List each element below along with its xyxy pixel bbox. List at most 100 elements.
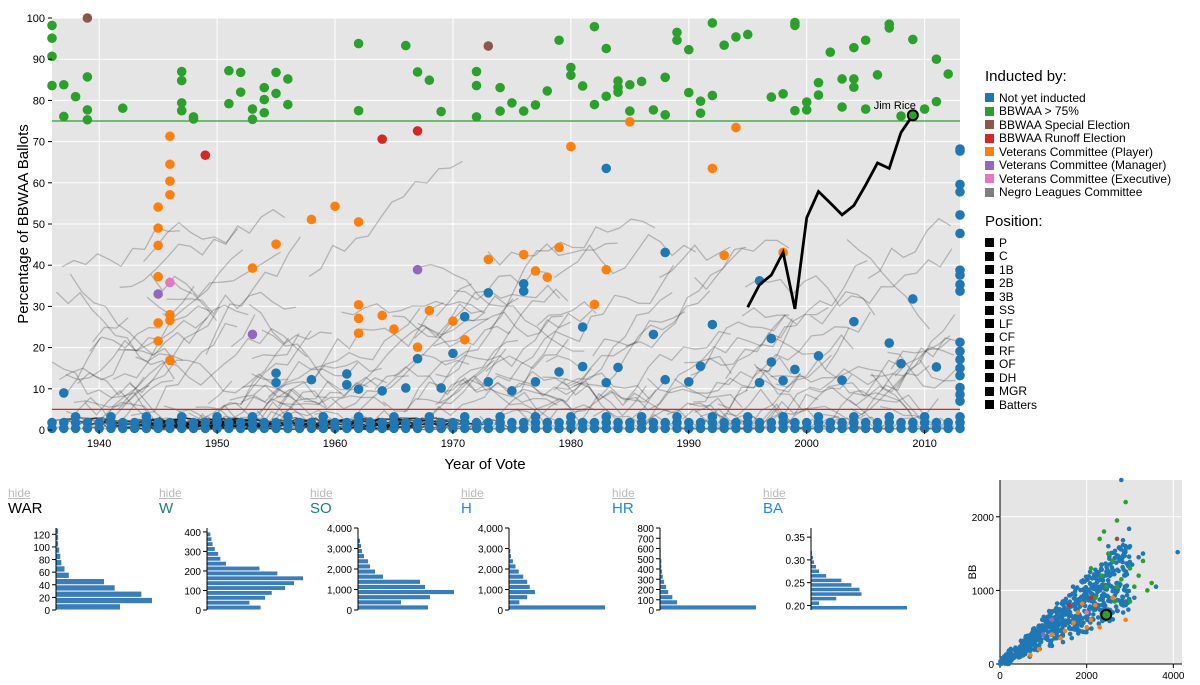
position-filter[interactable]: DH	[985, 371, 1195, 385]
x-tick-label: 1990	[677, 438, 701, 450]
scatter-point	[1088, 617, 1094, 623]
x-tick-label: 1960	[323, 438, 347, 450]
player-ballot-line	[314, 375, 409, 426]
player-point	[353, 412, 364, 422]
player-ballot-line	[228, 417, 336, 428]
player-point	[931, 417, 942, 428]
player-point	[742, 29, 753, 40]
legend-item[interactable]: Veterans Committee (Player)	[985, 145, 1195, 159]
player-point	[672, 27, 682, 38]
legend-item[interactable]: BBWAA > 75%	[985, 104, 1195, 118]
player-ballot-line	[745, 306, 829, 392]
player-point	[224, 65, 234, 76]
player-point	[283, 74, 293, 84]
legend-item[interactable]: BBWAA Runoff Election	[985, 131, 1195, 145]
legend-item[interactable]: Not yet inducted	[985, 91, 1195, 105]
position-filter[interactable]: RF	[985, 344, 1195, 358]
position-filter[interactable]: 2B	[985, 276, 1195, 290]
player-ballot-line	[435, 339, 519, 396]
position-filter[interactable]: SS	[985, 303, 1195, 317]
histogram-bar	[207, 556, 221, 561]
scatter-point	[1132, 595, 1137, 601]
legend-item[interactable]: BBWAA Special Election	[985, 118, 1195, 132]
histogram-bar	[509, 569, 519, 574]
legend-item[interactable]: Veterans Committee (Manager)	[985, 158, 1195, 172]
hide-hr-link[interactable]: hide	[612, 486, 635, 500]
player-point	[188, 417, 199, 428]
hide-ba-link[interactable]: hide	[763, 486, 786, 500]
histogram-bar	[207, 576, 303, 581]
player-ballot-line	[352, 303, 484, 394]
histogram-bar	[56, 597, 152, 604]
player-point	[683, 417, 694, 428]
player-ballot-line	[453, 284, 561, 301]
hide-h-link[interactable]: hide	[461, 486, 484, 500]
player-point	[625, 117, 635, 127]
scatter-point	[1093, 595, 1098, 601]
histogram-tick-label: 400	[637, 565, 654, 576]
scatter-point	[1041, 617, 1046, 623]
player-points[interactable]	[47, 13, 965, 434]
histogram-bar	[358, 538, 360, 543]
histogram-so: hide SO 0 1,000 2,000 3,000 4,000	[310, 486, 460, 617]
histogram-bar	[358, 595, 430, 600]
scatter-point	[1153, 584, 1159, 590]
hide-war-link[interactable]: hide	[8, 486, 31, 500]
player-ballot-line	[89, 326, 161, 352]
player-ballot-line	[880, 373, 905, 391]
position-filter[interactable]: OF	[985, 357, 1195, 371]
player-point	[153, 336, 163, 346]
player-point	[683, 376, 694, 387]
position-filter[interactable]: MGR	[985, 384, 1195, 398]
histogram-bar	[660, 605, 756, 610]
position-filter[interactable]: Batters	[985, 398, 1195, 412]
hide-so-link[interactable]: hide	[310, 486, 333, 500]
scatter-point	[1123, 617, 1128, 623]
player-point	[176, 105, 187, 116]
player-point	[695, 96, 706, 107]
player-point	[82, 72, 93, 82]
histogram-tick-label: 0	[44, 606, 50, 617]
scatter-point	[1103, 593, 1109, 598]
hide-w-link[interactable]: hide	[159, 486, 182, 500]
player-ballot-line	[563, 381, 671, 413]
player-point	[330, 201, 340, 212]
player-point	[318, 412, 329, 422]
scatter-point	[1110, 558, 1115, 564]
player-point	[577, 322, 588, 332]
player-point	[259, 107, 270, 118]
player-point	[589, 99, 600, 110]
scatter-point	[1122, 584, 1128, 589]
player-ballot-line	[276, 419, 384, 431]
legend-item[interactable]: Veterans Committee (Executive)	[985, 172, 1195, 186]
player-point	[731, 32, 741, 42]
player-point	[825, 47, 836, 57]
player-point	[353, 38, 364, 49]
player-ballot-line	[288, 417, 395, 430]
position-filter[interactable]: C	[985, 249, 1195, 263]
player-ballot-line	[382, 298, 514, 412]
histogram-bar	[56, 528, 59, 534]
scatter-point	[1140, 551, 1146, 556]
histogram-bar	[509, 564, 516, 569]
scatter-point	[1127, 599, 1133, 604]
position-filter[interactable]: CF	[985, 330, 1195, 344]
highlight-player[interactable]: Jim Rice	[746, 100, 919, 310]
scatter-point	[1054, 635, 1059, 641]
player-point	[247, 263, 258, 273]
player-ballot-line	[519, 264, 675, 393]
scatter-point	[1012, 647, 1017, 653]
player-point	[636, 76, 647, 87]
scatter-point	[1103, 561, 1108, 566]
player-point	[518, 417, 529, 428]
position-filter[interactable]: P	[985, 236, 1195, 250]
position-filter[interactable]: 1B	[985, 263, 1195, 277]
player-ballot-line	[359, 417, 466, 431]
legend-item[interactable]: Negro Leagues Committee	[985, 185, 1195, 199]
position-filter[interactable]: LF	[985, 317, 1195, 331]
histogram-bar	[358, 605, 428, 610]
position-filter[interactable]: 3B	[985, 290, 1195, 304]
position-swatch	[985, 346, 994, 356]
scatter-point	[1098, 566, 1104, 572]
